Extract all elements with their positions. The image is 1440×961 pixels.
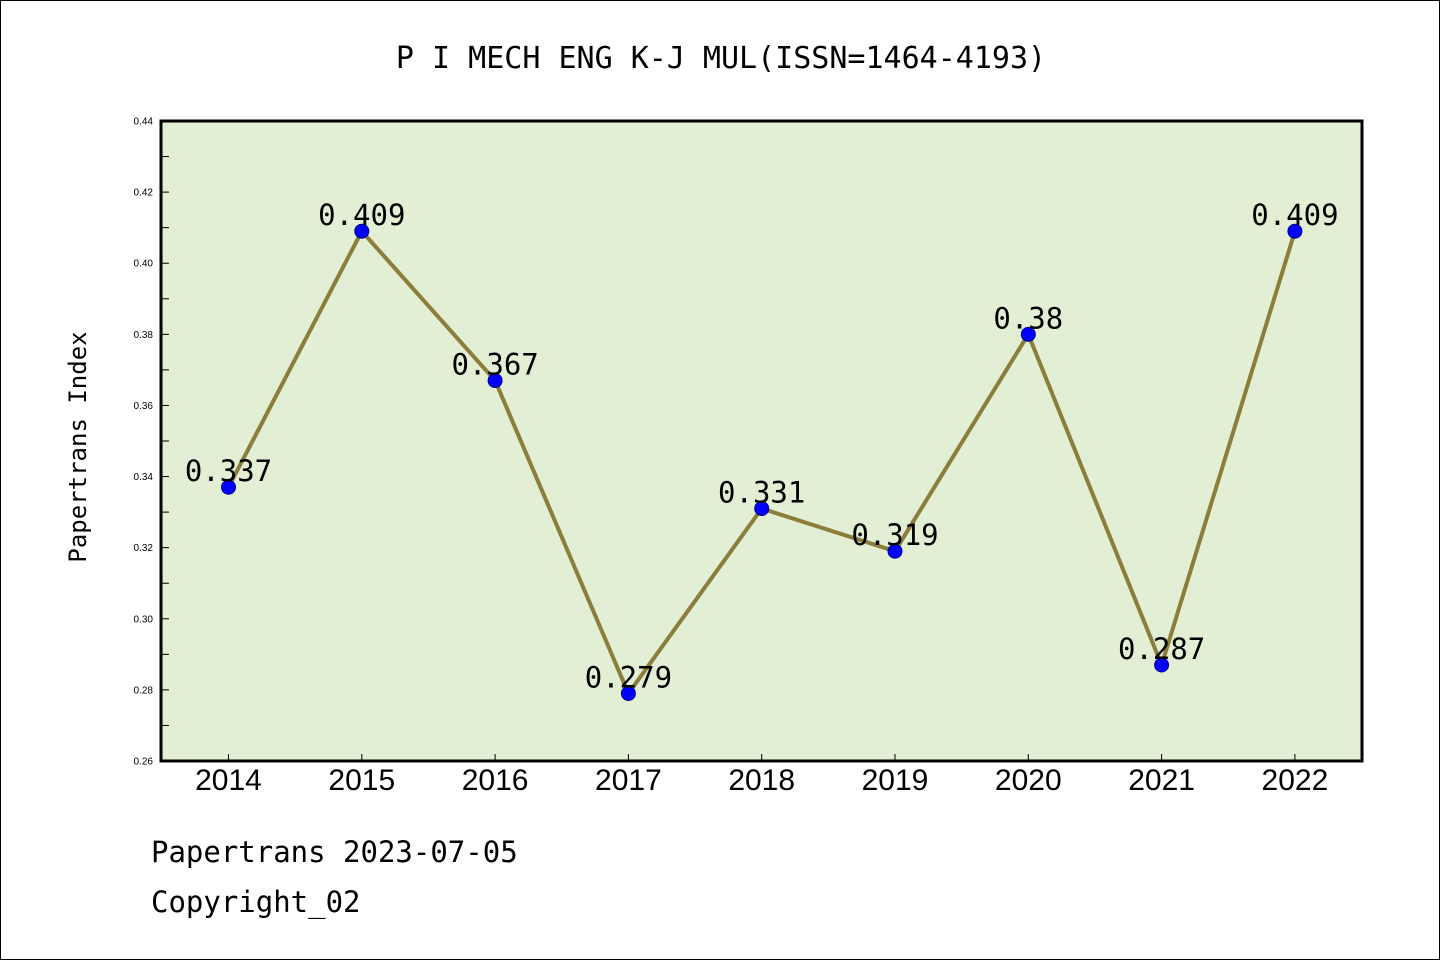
y-tick-label: 0.26: [134, 757, 154, 768]
data-point-marker: [1154, 657, 1170, 673]
chart-title: P I MECH ENG K-J MUL(ISSN=1464-4193): [396, 41, 1046, 76]
data-point-marker: [221, 479, 236, 495]
data-point-marker: [1287, 223, 1303, 239]
y-tick-label: 0.38: [134, 330, 154, 341]
data-label: 0.409: [318, 198, 405, 232]
data-point-marker: [620, 685, 636, 701]
x-tick-label: 2016: [462, 764, 529, 797]
x-tick-label: 2018: [728, 764, 795, 797]
y-tick-label: 0.30: [134, 614, 154, 625]
data-label: 0.331: [718, 476, 805, 510]
data-label: 0.367: [451, 348, 538, 382]
data-label: 0.337: [185, 454, 272, 488]
copyright-text: Copyright_02: [151, 885, 361, 919]
data-label: 0.409: [1251, 198, 1338, 232]
x-tick-label: 2017: [595, 764, 662, 797]
x-tick-label: 2021: [1128, 764, 1195, 797]
source-date-text: Papertrans 2023-07-05: [151, 835, 518, 869]
series-group: [221, 223, 1303, 701]
x-axis-ticks: 2014 2015 2016 2017 2018 2019 2020 2021 2022: [195, 754, 1328, 797]
y-tick-label: 0.32: [134, 543, 154, 554]
x-tick-label: 2014: [195, 764, 262, 797]
y-tick-label: 0.44: [134, 117, 154, 128]
data-label: 0.279: [585, 660, 672, 694]
data-labels: 0.337 0.409 0.367 0.279 0.331 0.319 0.38 0.287 0…: [185, 198, 1339, 694]
x-tick-label: 2019: [862, 764, 929, 797]
y-tick-label: 0.34: [134, 472, 154, 483]
data-label: 0.287: [1118, 632, 1205, 666]
data-point-marker: [1020, 326, 1036, 342]
data-label: 0.319: [851, 518, 938, 552]
y-axis-ticks: 0.26 0.28 0.30 0.32 0.34 0.36 0.38 0.40 0.42 0.44: [134, 117, 169, 768]
y-tick-label: 0.42: [134, 188, 154, 199]
x-tick-label: 2022: [1262, 764, 1329, 797]
data-point-marker: [754, 501, 770, 517]
x-tick-label: 2015: [328, 764, 395, 797]
y-tick-label: 0.40: [134, 259, 154, 270]
y-axis-label: Papertrans Index: [64, 331, 92, 562]
y-tick-label: 0.28: [134, 685, 154, 696]
x-tick-label: 2020: [995, 764, 1062, 797]
data-label: 0.38: [993, 301, 1063, 335]
data-point-marker: [354, 223, 370, 239]
data-point-marker: [487, 373, 503, 389]
y-tick-label: 0.36: [134, 401, 154, 412]
data-point-marker: [887, 543, 903, 559]
